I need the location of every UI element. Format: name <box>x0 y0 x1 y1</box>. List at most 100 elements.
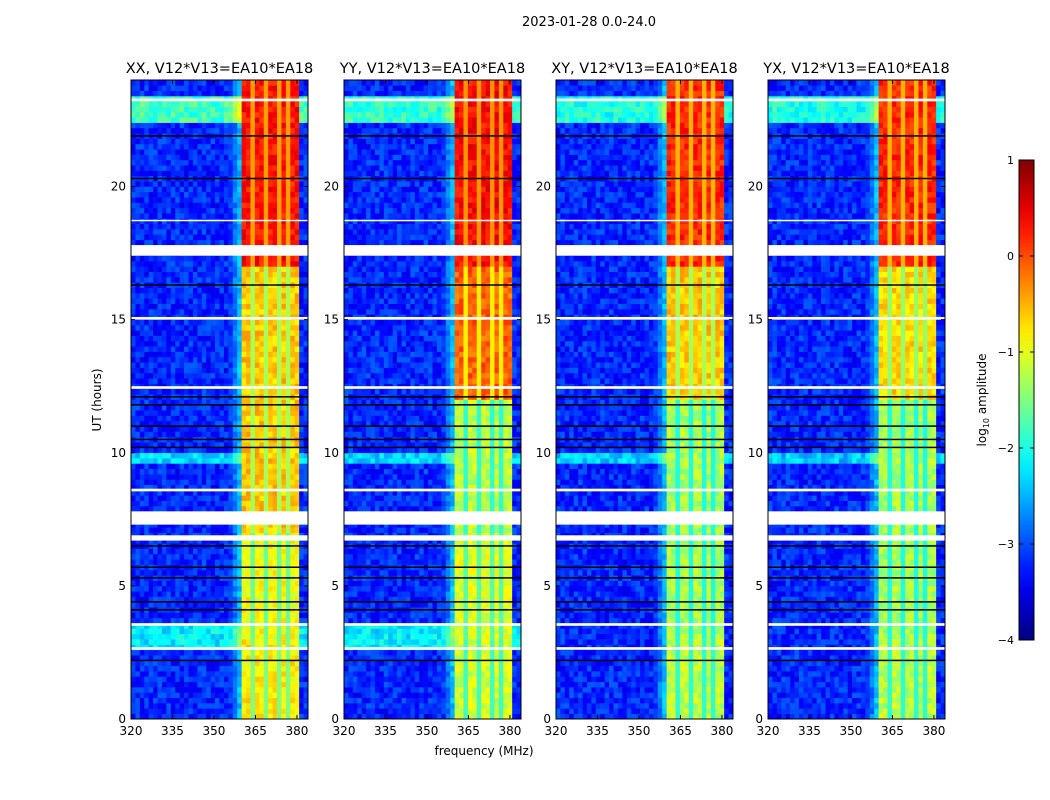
heatmap-cell <box>285 202 291 209</box>
heatmap-cell <box>144 585 149 592</box>
heatmap-cell <box>188 676 194 683</box>
heatmap-cell <box>201 431 207 438</box>
heatmap-cell <box>303 165 309 171</box>
heatmap-cell <box>153 500 158 507</box>
heatmap-cell <box>170 223 176 230</box>
heatmap-cell <box>294 676 300 683</box>
heatmap-cell <box>175 617 180 624</box>
heatmap-cell <box>144 298 149 304</box>
heatmap-cell <box>277 378 282 384</box>
heatmap-cell <box>259 255 265 262</box>
heatmap-cell <box>246 213 251 219</box>
heatmap-cell <box>503 708 509 714</box>
heatmap-cell <box>232 468 238 475</box>
heatmap-cell <box>290 165 296 171</box>
heatmap-cell <box>139 655 145 661</box>
heatmap-cell <box>153 410 158 416</box>
heatmap-cell <box>237 697 242 704</box>
heatmap-cell <box>179 490 185 496</box>
heatmap-cell <box>157 239 163 246</box>
heatmap-cell <box>184 207 189 214</box>
heatmap-cell <box>197 697 203 704</box>
heatmap-cell <box>192 479 198 486</box>
heatmap-cell <box>188 479 194 486</box>
heatmap-cell <box>414 713 420 720</box>
heatmap-cell <box>259 266 265 273</box>
heatmap-cell <box>361 708 367 714</box>
heatmap-cell <box>299 388 304 395</box>
heatmap-cell <box>197 665 203 672</box>
heatmap-cell <box>303 85 309 91</box>
heatmap-cell <box>148 186 154 193</box>
heatmap-cell <box>153 223 158 230</box>
heatmap-cell <box>250 591 256 597</box>
heatmap-cell <box>294 346 300 352</box>
heatmap-cell <box>188 596 194 603</box>
heatmap-cell <box>148 553 154 560</box>
heatmap-cell <box>206 319 211 326</box>
heatmap-cell <box>197 479 203 486</box>
heatmap-cell <box>215 649 220 656</box>
heatmap-cell <box>201 697 207 704</box>
heatmap-cell <box>277 495 282 501</box>
heatmap-cell <box>192 330 198 336</box>
heatmap-cell <box>192 213 198 219</box>
heatmap-cell <box>463 713 469 720</box>
heatmap-cell <box>263 559 269 565</box>
heatmap-cell <box>445 708 451 714</box>
heatmap-cell <box>299 639 304 645</box>
heatmap-cell <box>179 287 185 294</box>
heatmap-cell <box>303 479 309 486</box>
heatmap-cell <box>241 324 247 331</box>
heatmap-cell <box>188 277 194 283</box>
heatmap-cell <box>206 186 211 193</box>
heatmap-cell <box>228 287 234 294</box>
heatmap-cell <box>277 90 282 97</box>
dropout-row <box>131 446 308 449</box>
heatmap-cell <box>401 713 407 720</box>
heatmap-cell <box>294 303 300 310</box>
heatmap-cell <box>254 506 260 512</box>
heatmap-cell <box>281 527 287 533</box>
heatmap-cell <box>201 649 207 656</box>
heatmap-cell <box>157 490 163 496</box>
heatmap-cell <box>241 111 247 118</box>
heatmap-cell <box>281 671 287 677</box>
heatmap-cell <box>237 687 242 693</box>
heatmap-cell <box>263 255 269 262</box>
heatmap-cell <box>157 495 163 501</box>
heatmap-cell <box>192 628 198 635</box>
heatmap-cell <box>144 633 149 640</box>
heatmap-cell <box>175 708 180 714</box>
heatmap-cell <box>153 143 158 150</box>
heatmap-cell <box>290 138 296 145</box>
heatmap-cell <box>223 521 229 528</box>
heatmap-cell <box>161 340 167 347</box>
heatmap-cell <box>268 585 273 592</box>
heatmap-cell <box>144 399 149 406</box>
heatmap-cell <box>179 479 185 486</box>
heatmap-cell <box>290 111 296 118</box>
heatmap-cell <box>188 527 194 533</box>
heatmap-cell <box>148 271 154 278</box>
heatmap-cell <box>237 90 242 97</box>
heatmap-cell <box>179 351 185 358</box>
heatmap-cell <box>232 106 238 113</box>
heatmap-cell <box>223 261 229 267</box>
heatmap-cell <box>148 697 154 704</box>
heatmap-cell <box>139 527 145 533</box>
heatmap-cell <box>228 463 234 470</box>
heatmap-cell <box>201 681 207 688</box>
heatmap-cell <box>135 138 141 145</box>
heatmap-cell <box>357 713 362 720</box>
heatmap-cell <box>144 468 149 475</box>
heatmap-cell <box>246 319 251 326</box>
heatmap-cell <box>285 213 291 219</box>
heatmap-cell <box>241 431 247 438</box>
heatmap-cell <box>139 713 145 720</box>
heatmap-cell <box>188 239 194 246</box>
heatmap-cell <box>175 138 180 145</box>
heatmap-cell <box>223 154 229 161</box>
heatmap-cell <box>237 213 242 219</box>
heatmap-cell <box>259 628 265 635</box>
